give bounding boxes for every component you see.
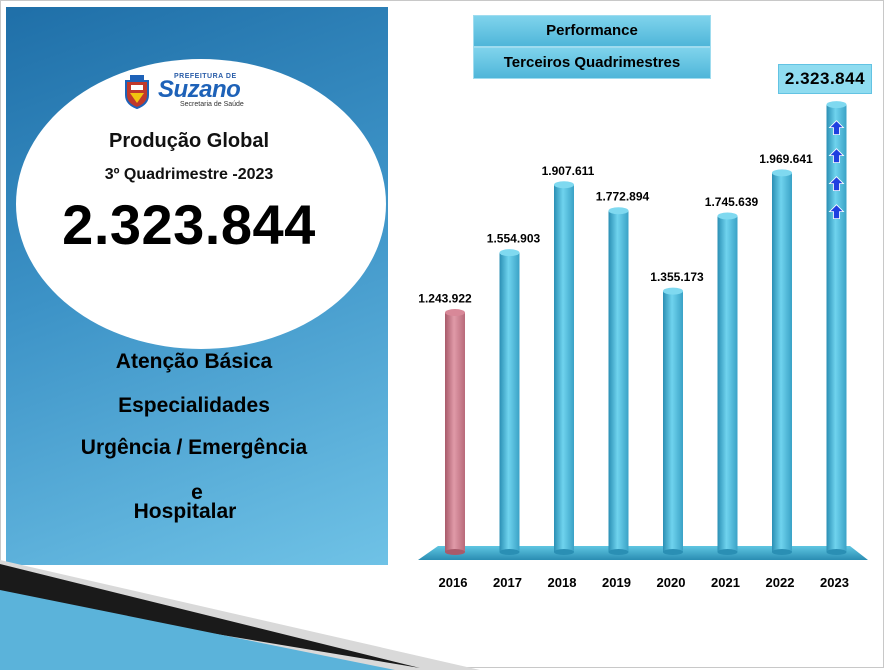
production-total: 2.323.844 [62, 193, 316, 256]
summary-oval [16, 59, 386, 349]
bar-2016 [445, 309, 465, 555]
x-tick-2023: 2023 [820, 575, 849, 590]
data-label-2017: 1.554.903 [487, 232, 541, 246]
x-tick-2016: 2016 [439, 575, 468, 590]
x-tick-2021: 2021 [711, 575, 740, 590]
category-hospital: Hospitalar [133, 500, 237, 523]
data-label-2018: 1.907.611 [542, 164, 595, 178]
x-tick-2020: 2020 [657, 575, 686, 590]
bar-2018 [554, 181, 574, 555]
x-tick-2019: 2019 [602, 575, 631, 590]
bar-2023 [826, 101, 847, 555]
header-period: Terceiros Quadrimestres [473, 47, 711, 79]
logo-wordmark: Suzano [158, 76, 241, 103]
decorative-wedge [0, 560, 480, 670]
summary-panel [6, 7, 388, 565]
up-arrow-icon [828, 176, 845, 192]
logo-small-text: PREFEITURA DE [174, 73, 237, 80]
category-connector: e [191, 481, 203, 504]
bar-2017 [499, 249, 520, 555]
category-basic-care: Atenção Básica [115, 350, 273, 373]
bar-2021 [717, 212, 738, 555]
up-arrow-icon [828, 120, 845, 136]
latest-value-callout: 2.323.844 [778, 64, 872, 94]
up-arrow-icon [828, 204, 845, 220]
bar-2022 [772, 169, 792, 555]
data-label-2020: 1.355.173 [650, 270, 704, 284]
logo-subtitle: Secretaria de Saúde [180, 101, 244, 108]
production-title: Produção Global [108, 130, 270, 152]
production-period: 3º Quadrimestre -2023 [104, 166, 274, 183]
suzano-logo: PREFEITURA DE Suzano Secretaria de Saúde [120, 73, 270, 111]
bar-2019 [608, 207, 629, 555]
category-specialties: Especialidades [118, 394, 270, 417]
header-performance: Performance [473, 15, 711, 47]
coat-of-arms-icon [125, 75, 149, 109]
data-label-2016: 1.243.922 [418, 292, 472, 306]
chart-floor [418, 546, 868, 560]
x-tick-2022: 2022 [766, 575, 795, 590]
category-emergency: Urgência / Emergência [80, 436, 308, 459]
data-label-2021: 1.745.639 [705, 195, 759, 209]
x-tick-2018: 2018 [548, 575, 577, 590]
up-arrow-icon [828, 148, 845, 164]
data-label-2022: 1.969.641 [759, 152, 813, 166]
bar-2020 [663, 287, 683, 555]
x-tick-2017: 2017 [493, 575, 522, 590]
data-label-2019: 1.772.894 [596, 190, 650, 204]
